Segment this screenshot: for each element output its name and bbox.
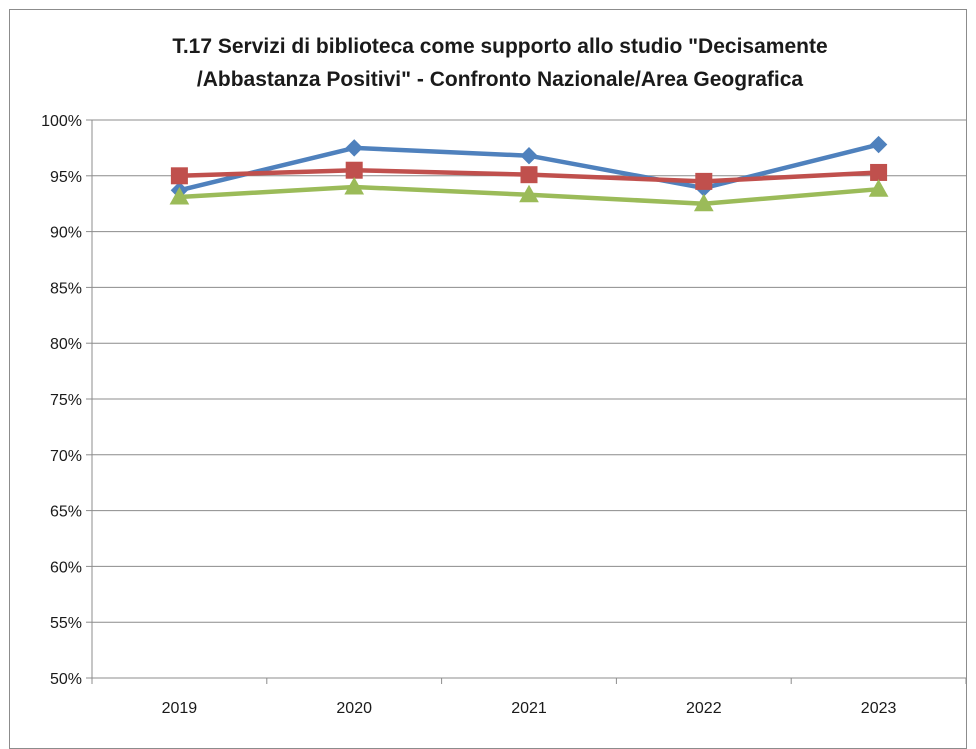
- y-tick-label-5: 75%: [50, 392, 82, 409]
- chart-frame: [9, 9, 967, 749]
- y-axis-tick-labels: 100% 95% 90% 85% 80% 75% 70% 65% 60% 55% 50%: [41, 113, 82, 688]
- x-tick-label-2019: 2019: [162, 700, 198, 717]
- series-3-point-2020: [344, 176, 365, 195]
- y-tick-label-2: 90%: [50, 225, 82, 242]
- series-3-point-2023: [868, 179, 889, 197]
- series-3-point-2021: [519, 184, 539, 203]
- y-tick-label-8: 60%: [50, 559, 82, 576]
- x-tick-label-2020: 2020: [336, 700, 372, 717]
- y-tick-label-4: 80%: [50, 336, 82, 353]
- y-tick-label-10: 50%: [50, 671, 82, 688]
- chart-title-line-2: /Abbastanza Positivi" - Confronto Nazion…: [197, 68, 804, 91]
- series-2-point-2022: [695, 172, 713, 190]
- x-tick-label-2023: 2023: [861, 700, 897, 717]
- series-2-point-2023: [870, 163, 888, 181]
- series-1-point-2023: [869, 135, 888, 154]
- x-axis-tick-labels: 2019 2020 2021 2022 2023: [162, 700, 897, 717]
- series-2-point-2019: [170, 167, 188, 185]
- series-2-point-2021: [520, 166, 538, 184]
- y-tick-label-3: 85%: [50, 280, 82, 297]
- series-1-point-2020: [345, 139, 363, 157]
- y-tick-label-1: 95%: [50, 169, 82, 186]
- series-1-point-2021: [520, 147, 538, 165]
- chart-title-line-1: T.17 Servizi di biblioteca come supporto…: [172, 35, 827, 58]
- series-3-point-2019: [169, 186, 190, 205]
- series-3-point-2022: [693, 193, 714, 212]
- y-tick-label-6: 70%: [50, 448, 82, 465]
- y-tick-label-0: 100%: [41, 113, 82, 130]
- axes: [86, 119, 967, 684]
- y-tick-label-7: 65%: [50, 504, 82, 521]
- series-2-point-2020: [345, 161, 363, 179]
- y-tick-label-9: 55%: [50, 615, 82, 632]
- x-tick-label-2022: 2022: [686, 700, 722, 717]
- x-tick-label-2021: 2021: [511, 700, 547, 717]
- series-lines: [169, 135, 889, 212]
